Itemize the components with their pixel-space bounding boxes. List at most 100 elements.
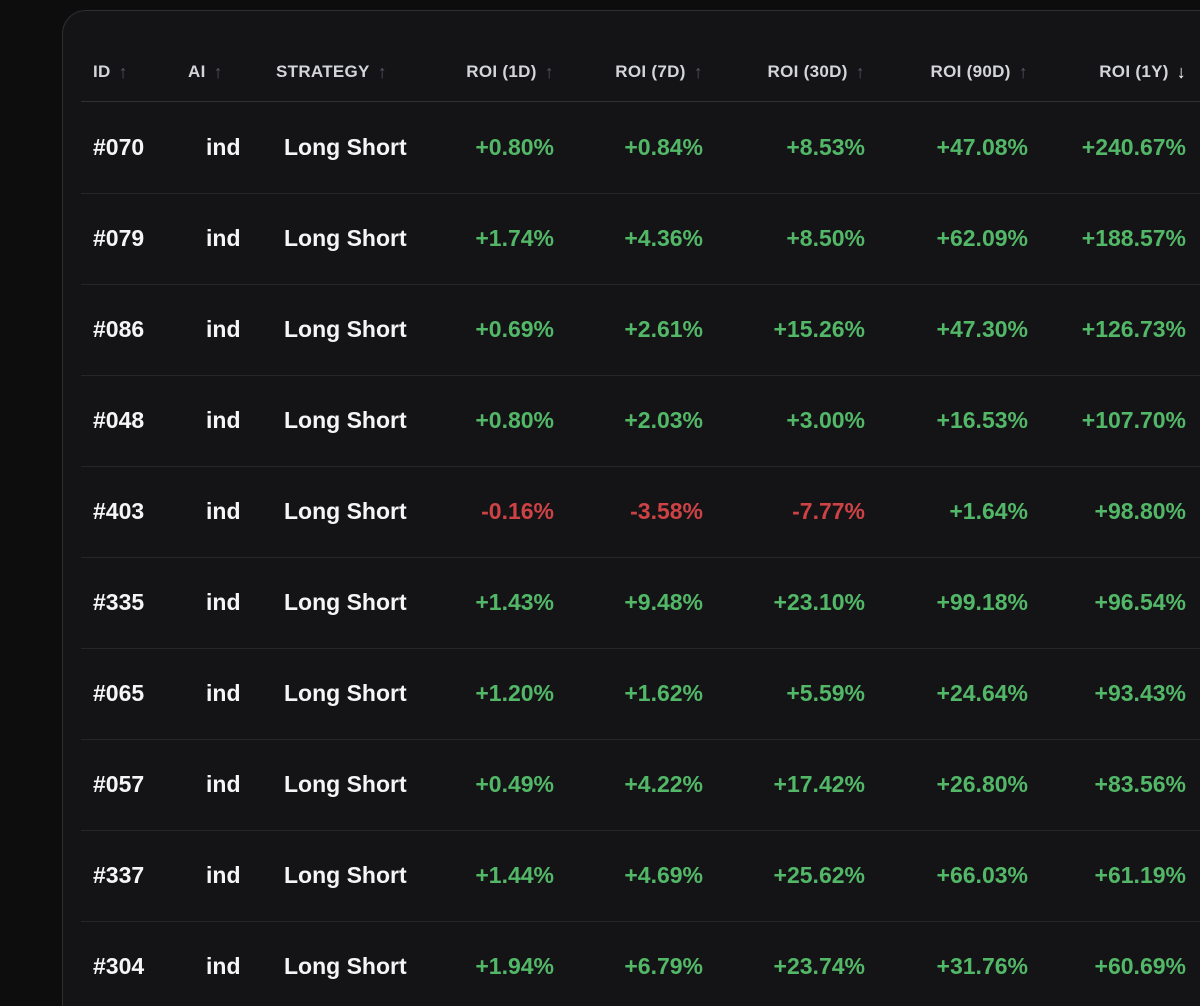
sort-desc-icon: ↓ — [1176, 62, 1186, 82]
cell-roi-90d: +1.64% — [949, 498, 1028, 524]
cell-roi-90d: +99.18% — [936, 589, 1028, 615]
cell-strategy: Long Short — [284, 316, 407, 342]
cell-roi-1y: +188.57% — [1081, 225, 1186, 251]
cell-id: #335 — [93, 589, 145, 615]
sort-asc-icon: ↑ — [377, 62, 388, 82]
cell-roi-7d: +2.03% — [624, 407, 703, 433]
cell-roi-1d: +1.74% — [475, 225, 554, 251]
cell-roi-90d: +16.53% — [936, 407, 1028, 433]
cell-roi-1d: +0.69% — [475, 316, 554, 342]
sort-asc-icon: ↑ — [1018, 62, 1028, 82]
cell-id: #304 — [93, 953, 145, 979]
cell-ai: ind — [206, 225, 241, 251]
cell-id: #048 — [93, 407, 145, 433]
column-header-label: ROI (30D) — [767, 62, 848, 81]
sort-asc-icon: ↑ — [693, 62, 703, 82]
table-row[interactable]: #070 ind Long Short +0.80% +0.84% +8.53% +47.0… — [63, 102, 1200, 193]
cell-roi-7d: +1.62% — [624, 680, 703, 706]
cell-roi-1y: +93.43% — [1094, 680, 1186, 706]
cell-ai: ind — [206, 589, 241, 615]
cell-strategy: Long Short — [284, 680, 407, 706]
table-row[interactable]: #337 ind Long Short +1.44% +4.69% +25.62% +66.… — [63, 830, 1200, 921]
sort-asc-icon: ↑ — [544, 62, 554, 82]
cell-roi-1d: -0.16% — [481, 498, 554, 524]
cell-roi-90d: +26.80% — [936, 771, 1028, 797]
table-row[interactable]: #079 ind Long Short +1.74% +4.36% +8.50% +62.0… — [63, 193, 1200, 284]
table-header-row: ID ↑ AI ↑ STRATEGY ↑ ROI (1D) ↑ ROI (7D)… — [63, 11, 1200, 102]
cell-strategy: Long Short — [284, 771, 407, 797]
strategies-table-card: ID ↑ AI ↑ STRATEGY ↑ ROI (1D) ↑ ROI (7D)… — [62, 10, 1200, 1006]
cell-id: #337 — [93, 862, 145, 888]
cell-roi-1d: +0.80% — [475, 134, 554, 160]
cell-ai: ind — [206, 134, 241, 160]
cell-roi-1y: +240.67% — [1081, 134, 1186, 160]
table-body: #070 ind Long Short +0.80% +0.84% +8.53% +47.0… — [63, 102, 1200, 1006]
column-header-label: ROI (7D) — [615, 62, 686, 81]
table-row[interactable]: #057 ind Long Short +0.49% +4.22% +17.42% +26.… — [63, 739, 1200, 830]
sort-asc-icon: ↑ — [213, 62, 223, 82]
column-header-id[interactable]: ID ↑ — [93, 61, 188, 82]
sort-asc-icon: ↑ — [118, 62, 128, 82]
table-row[interactable]: #304 ind Long Short +1.94% +6.79% +23.74% +31.… — [63, 921, 1200, 1006]
column-header-roi-30d[interactable]: ROI (30D) ↑ — [703, 61, 865, 82]
cell-id: #065 — [93, 680, 145, 706]
cell-roi-1d: +1.44% — [475, 862, 554, 888]
table-row[interactable]: #086 ind Long Short +0.69% +2.61% +15.26% +47.… — [63, 284, 1200, 375]
cell-roi-90d: +62.09% — [936, 225, 1028, 251]
cell-roi-30d: -7.77% — [792, 498, 865, 524]
cell-strategy: Long Short — [284, 498, 407, 524]
cell-id: #079 — [93, 225, 145, 251]
cell-strategy: Long Short — [284, 225, 407, 251]
cell-roi-30d: +15.26% — [773, 316, 865, 342]
cell-roi-1y: +96.54% — [1094, 589, 1186, 615]
column-header-roi-90d[interactable]: ROI (90D) ↑ — [865, 61, 1028, 82]
cell-roi-90d: +66.03% — [936, 862, 1028, 888]
cell-roi-30d: +8.50% — [786, 225, 865, 251]
column-header-label: STRATEGY — [276, 62, 370, 81]
cell-strategy: Long Short — [284, 589, 407, 615]
cell-roi-30d: +17.42% — [773, 771, 865, 797]
column-header-roi-7d[interactable]: ROI (7D) ↑ — [554, 61, 703, 82]
cell-roi-7d: +4.36% — [624, 225, 703, 251]
cell-roi-90d: +47.30% — [936, 316, 1028, 342]
cell-roi-1d: +0.80% — [475, 407, 554, 433]
column-header-label: AI — [188, 62, 206, 81]
cell-roi-30d: +5.59% — [786, 680, 865, 706]
table-row[interactable]: #048 ind Long Short +0.80% +2.03% +3.00% +16.5… — [63, 375, 1200, 466]
cell-strategy: Long Short — [284, 862, 407, 888]
cell-roi-1d: +1.20% — [475, 680, 554, 706]
cell-roi-90d: +24.64% — [936, 680, 1028, 706]
cell-id: #057 — [93, 771, 145, 797]
table-row[interactable]: #335 ind Long Short +1.43% +9.48% +23.10% +99.… — [63, 557, 1200, 648]
column-header-ai[interactable]: AI ↑ — [188, 61, 276, 82]
cell-roi-1d: +0.49% — [475, 771, 554, 797]
cell-roi-90d: +47.08% — [936, 134, 1028, 160]
cell-roi-1y: +126.73% — [1081, 316, 1186, 342]
cell-ai: ind — [206, 680, 241, 706]
table-row[interactable]: #065 ind Long Short +1.20% +1.62% +5.59% +24.6… — [63, 648, 1200, 739]
column-header-roi-1y[interactable]: ROI (1Y) ↓ — [1028, 61, 1186, 82]
cell-roi-7d: +9.48% — [624, 589, 703, 615]
cell-roi-7d: +4.69% — [624, 862, 703, 888]
cell-ai: ind — [206, 953, 241, 979]
column-header-label: ROI (90D) — [930, 62, 1011, 81]
cell-ai: ind — [206, 407, 241, 433]
cell-strategy: Long Short — [284, 953, 407, 979]
cell-id: #070 — [93, 134, 145, 160]
column-header-label: ROI (1D) — [466, 62, 537, 81]
cell-roi-30d: +25.62% — [773, 862, 865, 888]
cell-roi-7d: +4.22% — [624, 771, 703, 797]
cell-strategy: Long Short — [284, 407, 407, 433]
cell-ai: ind — [206, 316, 241, 342]
column-header-label: ROI (1Y) — [1099, 62, 1169, 81]
column-header-roi-1d[interactable]: ROI (1D) ↑ — [434, 61, 554, 82]
cell-ai: ind — [206, 862, 241, 888]
cell-roi-7d: -3.58% — [630, 498, 703, 524]
cell-id: #403 — [93, 498, 145, 524]
cell-roi-1y: +61.19% — [1094, 862, 1186, 888]
cell-roi-7d: +0.84% — [624, 134, 703, 160]
cell-roi-1y: +60.69% — [1094, 953, 1186, 979]
cell-roi-90d: +31.76% — [936, 953, 1028, 979]
column-header-strategy[interactable]: STRATEGY ↑ — [276, 61, 434, 82]
table-row[interactable]: #403 ind Long Short -0.16% -3.58% -7.77% +1.64… — [63, 466, 1200, 557]
